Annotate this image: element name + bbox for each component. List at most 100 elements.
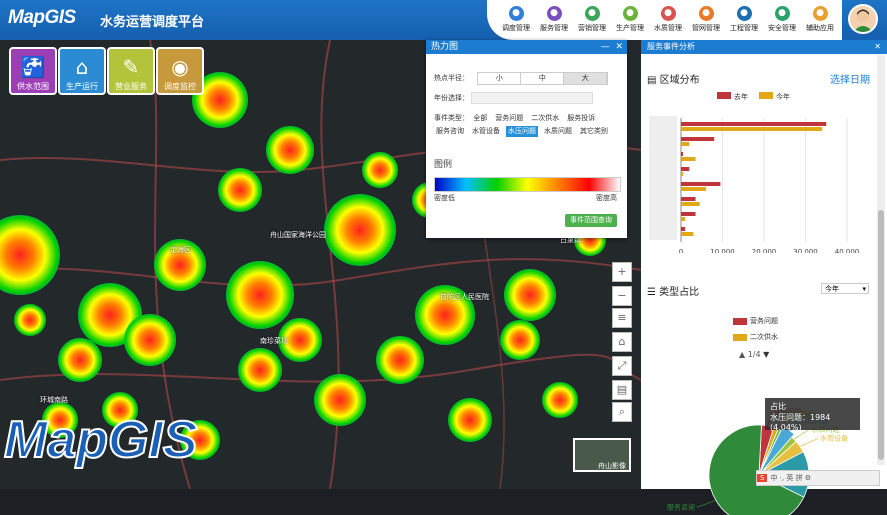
close-icon[interactable]: ✕	[874, 40, 881, 54]
event-type-chip[interactable]: 服务投诉	[565, 113, 597, 124]
region-bar[interactable]	[681, 217, 685, 221]
region-bar[interactable]	[681, 152, 683, 156]
mapgis-watermark: MapGIS	[4, 410, 198, 470]
layers-icon[interactable]: ≡	[612, 308, 632, 328]
nav-tab-8[interactable]: ●辅助应用	[801, 0, 839, 40]
type-legend-item[interactable]: 营务问题	[733, 313, 778, 329]
type-title-text: 类型占比	[659, 287, 699, 298]
type-legend-item[interactable]: 二次供水	[733, 329, 778, 345]
nav-tab-label: 生产管理	[616, 24, 644, 32]
type-ratio-title: ☰ 类型占比	[647, 283, 699, 298]
radius-option-1[interactable]: 中	[521, 73, 564, 84]
nav-tab-1[interactable]: ●服务管理	[535, 0, 573, 40]
zoom-in-icon[interactable]: +	[612, 262, 632, 282]
event-type-chip[interactable]: 水管设备	[470, 126, 502, 137]
map-function-button-3[interactable]: ◉调度监控	[156, 47, 204, 95]
region-bar[interactable]	[681, 187, 706, 191]
zoom-out-icon[interactable]: −	[612, 286, 632, 306]
bar-legend-swatch	[759, 92, 773, 99]
region-bar[interactable]	[681, 172, 683, 176]
radius-option-0[interactable]: 小	[478, 73, 521, 84]
pie-tooltip: 占比 水压问题：1984 (4.04%)	[765, 398, 860, 430]
map-function-button-1[interactable]: ⌂生产运行	[58, 47, 106, 95]
user-icon	[850, 6, 876, 32]
region-bar[interactable]	[681, 167, 689, 171]
event-type-chip[interactable]: 营务问题	[493, 113, 525, 124]
pipe-network-icon: ●	[699, 6, 714, 21]
heatmap-panel: 热力图 — ✕ 热点半径： 小中大 年份选择： 事件类型： 全部营务问题二次供水…	[426, 40, 627, 238]
region-bar[interactable]	[681, 197, 696, 201]
search-icon[interactable]: ⌕	[612, 402, 632, 422]
nav-tab-5[interactable]: ● 管网管理	[687, 0, 725, 40]
region-bar[interactable]	[681, 137, 714, 141]
region-bar[interactable]	[681, 212, 696, 216]
region-bar[interactable]	[681, 127, 822, 131]
home-icon[interactable]: ⌂	[612, 332, 632, 352]
region-bar[interactable]	[681, 157, 696, 161]
region-bar[interactable]	[681, 182, 720, 186]
map-thumbnail[interactable]: 舟山影像	[573, 438, 631, 472]
map-function-label: 营业服务	[115, 82, 147, 91]
nav-tab-3[interactable]: ● 生产管理	[611, 0, 649, 40]
list-icon: ☰	[647, 287, 656, 298]
minimize-icon[interactable]: —	[601, 42, 610, 52]
region-bar[interactable]	[681, 227, 685, 231]
heat-spot	[362, 152, 398, 188]
heat-spot	[218, 168, 262, 212]
nav-tab-0[interactable]: ●调度管理	[497, 0, 535, 40]
event-type-chip[interactable]: 服务咨询	[434, 126, 466, 137]
region-bar[interactable]	[681, 202, 700, 206]
map-function-button-2[interactable]: ✎营业服务	[107, 47, 155, 95]
nav-tab-label: 服务管理	[540, 24, 568, 32]
region-bar[interactable]	[681, 122, 826, 126]
nav-tab-7[interactable]: ●安全管理	[763, 0, 801, 40]
legend-swatch	[733, 318, 747, 325]
type-year-select[interactable]: 今年▾	[821, 283, 869, 294]
select-date-link[interactable]: 选择日期	[830, 71, 870, 86]
right-panel-title: 服务事件分析	[647, 42, 695, 51]
nav-tab-6[interactable]: ●工程管理	[725, 0, 763, 40]
top-header: MapGIS 水务运营调度平台 ●调度管理●服务管理●营销管理●生产管理●水质管…	[0, 0, 887, 40]
type-legend: 营务问题二次供水	[733, 313, 778, 345]
nav-tab-label: 管网管理	[692, 24, 720, 32]
nav-tab-label: 水质管理	[654, 24, 682, 32]
event-type-chip[interactable]: 二次供水	[529, 113, 561, 124]
main-nav: ●调度管理●服务管理●营销管理●生产管理●水质管理●管网管理●工程管理●安全管理…	[487, 0, 842, 40]
right-panel-scrollbar[interactable]	[877, 55, 885, 465]
nav-tab-4[interactable]: ●水质管理	[649, 0, 687, 40]
event-type-chip[interactable]: 全部	[471, 113, 489, 124]
heatmap-panel-title: 热力图	[431, 42, 458, 52]
radius-option-2[interactable]: 大	[564, 73, 607, 84]
brush-icon: ✎	[109, 53, 153, 81]
fullscreen-icon[interactable]: ⤢	[612, 356, 632, 376]
basemap-icon[interactable]: ▤	[612, 380, 632, 400]
map-function-label: 调度监控	[164, 82, 196, 91]
year-input[interactable]	[471, 92, 593, 104]
event-range-query-button[interactable]: 事件范围查询	[565, 214, 617, 227]
radius-row: 热点半径： 小中大	[434, 72, 608, 85]
event-type-chip[interactable]: 水质问题	[542, 126, 574, 137]
heat-spot	[266, 126, 314, 174]
bar-legend-label: 去年	[734, 92, 748, 101]
heat-spot	[14, 304, 46, 336]
year-label: 年份选择：	[434, 94, 469, 102]
scrollbar-thumb[interactable]	[878, 210, 884, 460]
heat-spot	[324, 194, 396, 266]
user-avatar[interactable]	[848, 4, 878, 34]
type-row: 事件类型： 全部营务问题二次供水服务投诉服务咨询水管设备水压问题水质问题其它类别	[434, 112, 619, 138]
event-type-chip[interactable]: 水压问题	[506, 126, 538, 137]
region-labels-obscured	[649, 116, 677, 240]
map-function-button-0[interactable]: 🚰供水范围	[9, 47, 57, 95]
region-bar[interactable]	[681, 232, 693, 236]
dispatch-icon: ●	[509, 6, 524, 21]
event-type-chip[interactable]: 其它类别	[578, 126, 610, 137]
region-bar[interactable]	[681, 142, 689, 146]
auxiliary-icon: ●	[813, 6, 828, 21]
bar-legend-swatch	[717, 92, 731, 99]
legend-label: 营务问题	[750, 317, 778, 325]
production-icon: ●	[623, 6, 638, 21]
close-icon[interactable]: ✕	[615, 42, 623, 52]
map-place-label: 舟山国家海洋公园	[270, 230, 326, 240]
nav-tab-2[interactable]: ●营销管理	[573, 0, 611, 40]
